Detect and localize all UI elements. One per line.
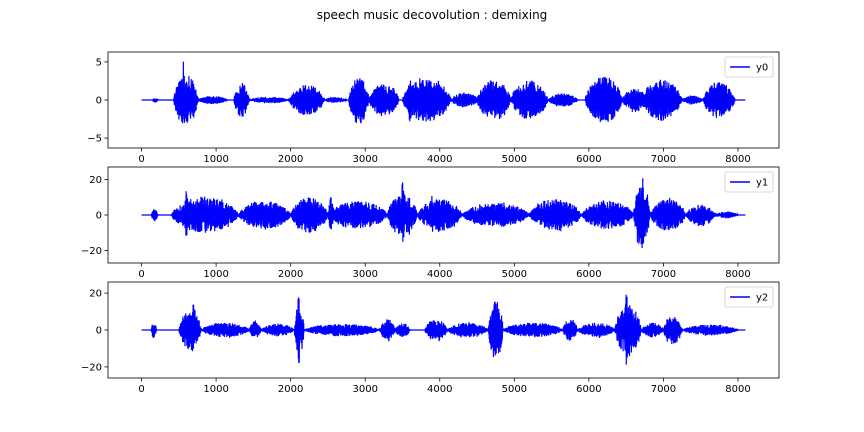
- x-tick-label: 6000: [576, 269, 601, 280]
- x-tick-label: 4000: [427, 384, 452, 395]
- subplot-y1: 0 1000 2000 3000 4000 5000 6000 7000 8000 −20 0 20 y…: [81, 166, 780, 280]
- figure-title: speech music decovolution : demixing: [317, 8, 548, 22]
- x-tick-label: 8000: [725, 269, 750, 280]
- x-tick-label: 3000: [352, 154, 377, 165]
- x-tick-label: 3000: [352, 384, 377, 395]
- series-line-y2: [141, 294, 746, 365]
- legend: y0: [724, 56, 774, 78]
- x-tick-label: 8000: [725, 384, 750, 395]
- y-tick-label: 0: [96, 96, 102, 107]
- x-tick-label: 6000: [576, 384, 601, 395]
- x-tick-label: 0: [138, 154, 144, 165]
- x-tick-label: 6000: [576, 154, 601, 165]
- x-tick-label: 2000: [278, 269, 303, 280]
- legend-label: y1: [756, 178, 768, 189]
- series-line-y1: [141, 178, 746, 249]
- x-tick-label: 7000: [651, 384, 676, 395]
- x-tick-label: 7000: [651, 154, 676, 165]
- legend: y2: [724, 286, 774, 308]
- x-tick-label: 0: [138, 269, 144, 280]
- x-tick-label: 5000: [502, 154, 527, 165]
- x-tick-label: 0: [138, 384, 144, 395]
- series-line-y0: [141, 61, 746, 124]
- x-tick-label: 8000: [725, 154, 750, 165]
- y-tick-label: −5: [87, 134, 102, 145]
- legend-label: y0: [756, 63, 768, 74]
- y-tick-label: −20: [81, 246, 102, 257]
- x-tick-label: 1000: [203, 154, 228, 165]
- x-tick-label: 4000: [427, 269, 452, 280]
- y-tick-label: 0: [96, 211, 102, 222]
- x-tick-label: 5000: [502, 384, 527, 395]
- legend: y1: [724, 171, 774, 193]
- x-tick-label: 7000: [651, 269, 676, 280]
- x-tick-label: 1000: [203, 269, 228, 280]
- x-tick-label: 1000: [203, 384, 228, 395]
- y-tick-label: 20: [89, 175, 102, 186]
- x-tick-label: 4000: [427, 154, 452, 165]
- subplot-y0: 0 1000 2000 3000 4000 5000 6000 7000 8000 −5 0 5 y0: [87, 51, 780, 165]
- subplots: 0 1000 2000 3000 4000 5000 6000 7000 8000−505 y00…: [81, 51, 780, 395]
- y-tick-label: 5: [96, 57, 102, 68]
- y-tick-label: 0: [96, 326, 102, 337]
- x-tick-label: 5000: [502, 269, 527, 280]
- subplot-y2: 0 1000 2000 3000 4000 5000 6000 7000 8000 −20 0 20 y…: [81, 281, 780, 395]
- x-tick-label: 3000: [352, 269, 377, 280]
- x-tick-label: 2000: [278, 384, 303, 395]
- legend-label: y2: [756, 293, 768, 304]
- y-tick-label: 20: [89, 289, 102, 300]
- x-tick-label: 2000: [278, 154, 303, 165]
- y-tick-label: −20: [81, 362, 102, 373]
